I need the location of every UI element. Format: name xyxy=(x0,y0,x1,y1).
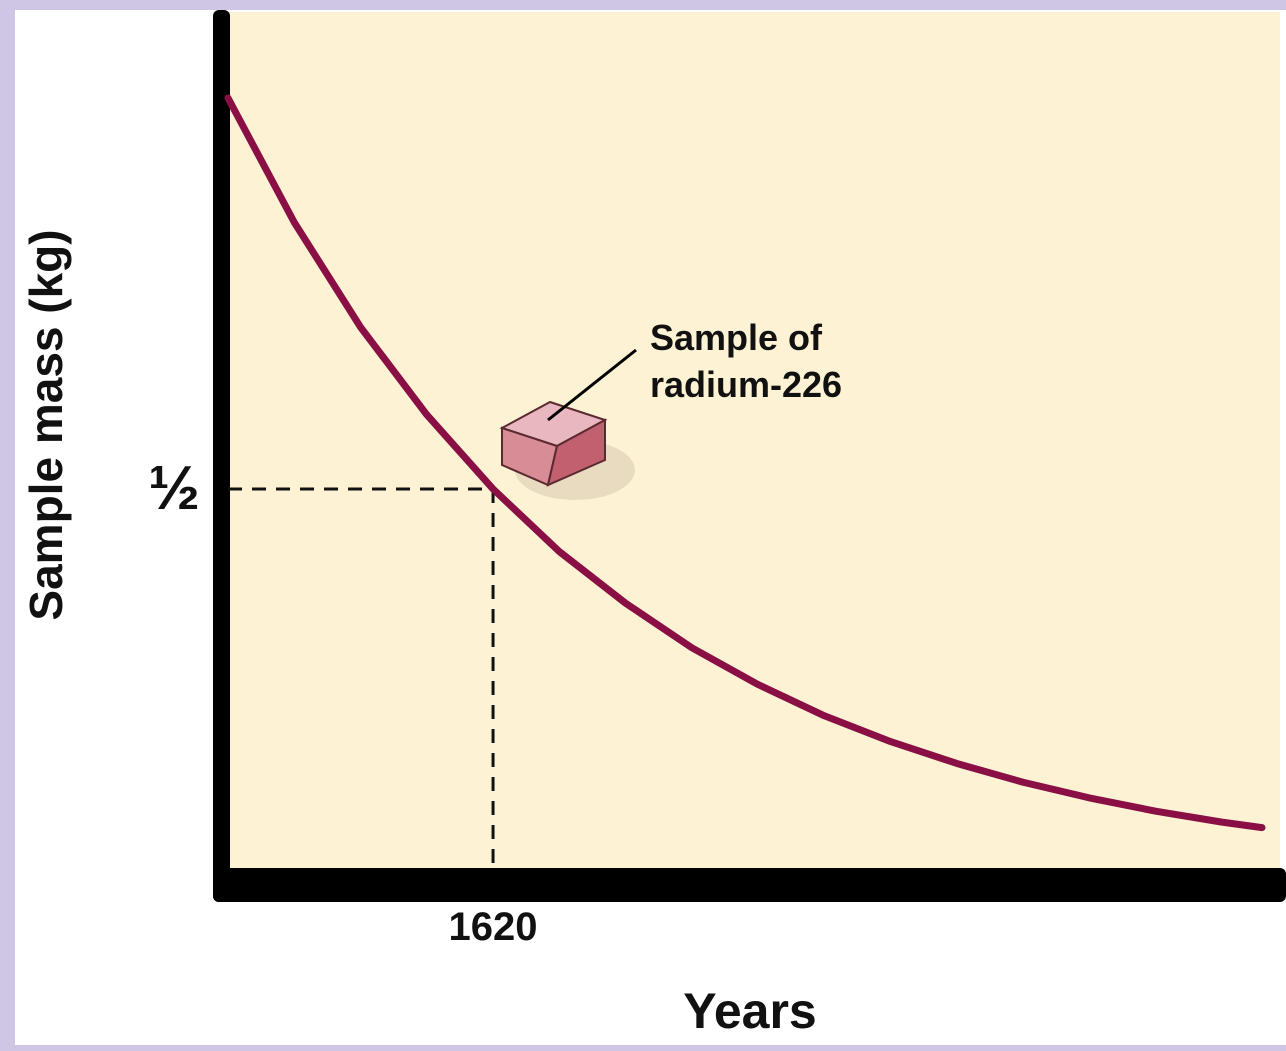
sample-cube xyxy=(499,348,637,500)
annotation: radium-226 xyxy=(650,364,842,405)
annotation: Sample of xyxy=(650,317,823,358)
y-tick-label: ½ xyxy=(148,454,200,523)
y-axis-label: Sample mass (kg) xyxy=(20,229,72,620)
x-axis-label: Years xyxy=(683,983,816,1039)
y-axis xyxy=(213,10,230,902)
x-tick-label: 1620 xyxy=(449,905,538,949)
x-axis xyxy=(213,868,1286,902)
data-line xyxy=(224,94,1266,832)
plot-area xyxy=(228,12,1280,874)
